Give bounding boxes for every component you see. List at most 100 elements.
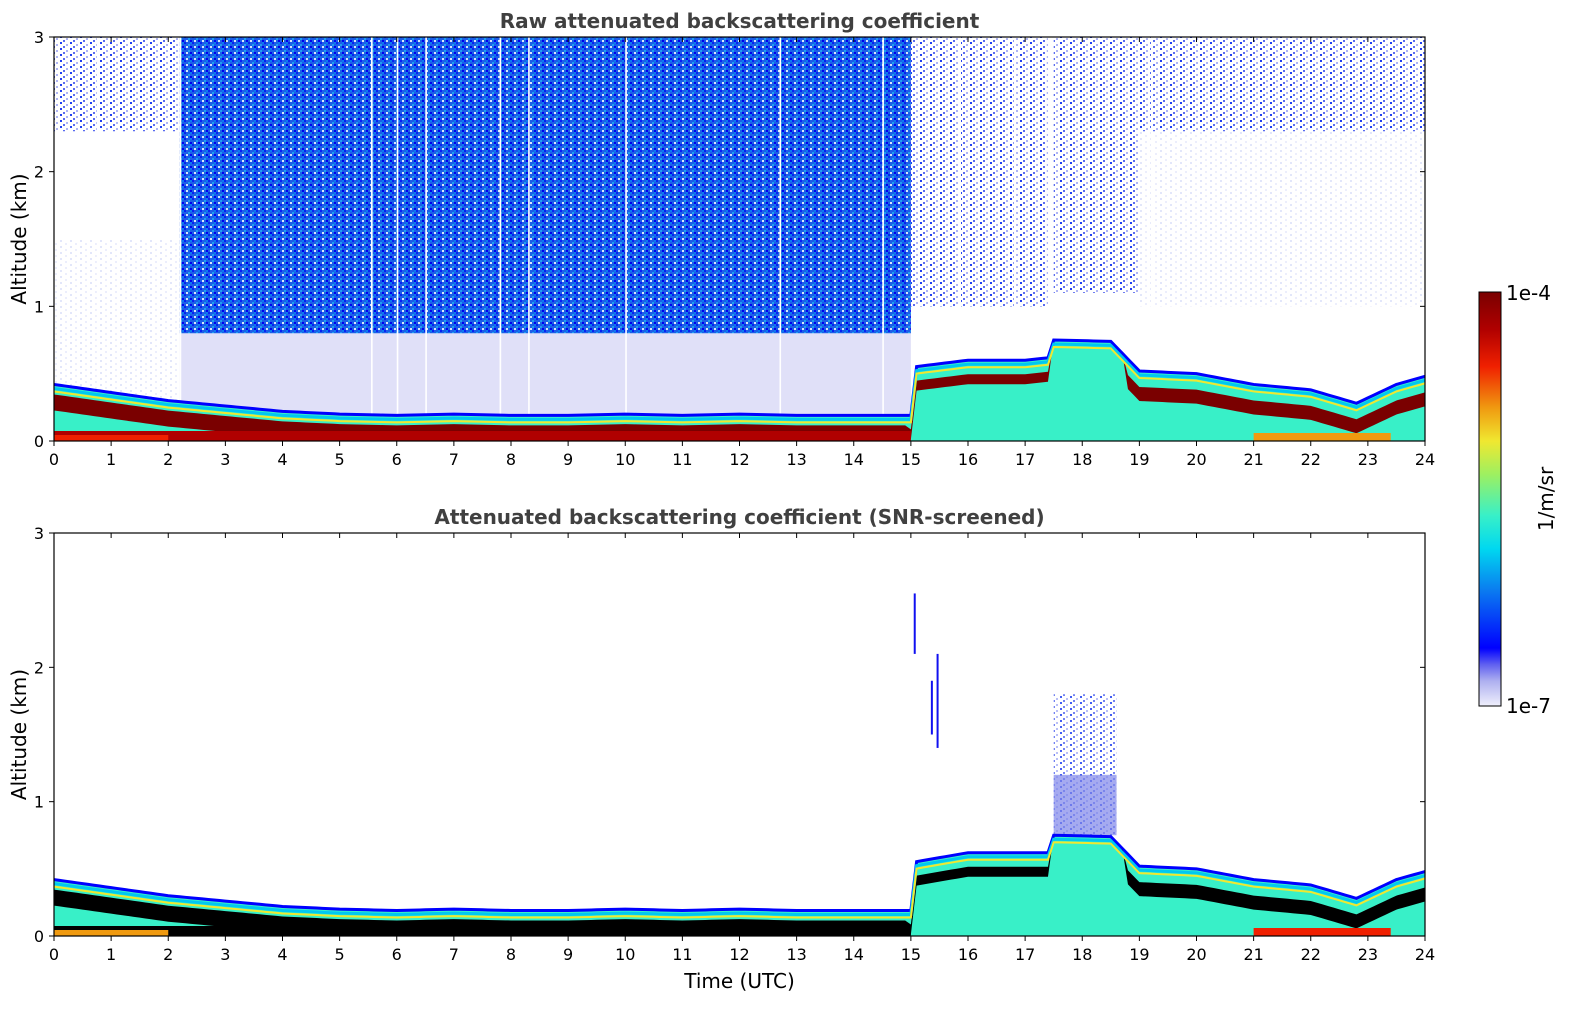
x-tick-label: 14	[844, 450, 864, 469]
x-tick-label: 7	[449, 945, 459, 964]
x-tick-label: 16	[958, 945, 978, 964]
residual-cloud-base	[1053, 774, 1117, 836]
near-surface-layer	[54, 431, 911, 441]
data-gap	[1045, 37, 1047, 441]
raw-backscatter-panel: Raw attenuated backscattering coefficien…	[7, 9, 1435, 469]
x-tick-label: 11	[672, 945, 692, 964]
x-tick-label: 1	[106, 945, 116, 964]
x-tick-label: 6	[392, 945, 402, 964]
data-gap	[425, 37, 427, 441]
residual-speckle	[913, 593, 916, 654]
x-tick-label: 8	[506, 945, 516, 964]
sparse-noise	[1139, 37, 1425, 132]
x-tick-label: 9	[563, 945, 573, 964]
x-tick-label: 19	[1129, 945, 1149, 964]
data-gap	[179, 37, 182, 441]
x-tick-label: 6	[392, 450, 402, 469]
colorbar-min-label: 1e-7	[1506, 694, 1551, 718]
layer-top-edge	[54, 338, 1425, 417]
x-tick-label: 20	[1186, 450, 1206, 469]
x-tick-label: 17	[1015, 945, 1035, 964]
x-tick-label: 22	[1301, 945, 1321, 964]
x-tick-label: 16	[958, 450, 978, 469]
y-tick-label: 0	[34, 927, 44, 946]
x-tick-label: 24	[1415, 450, 1435, 469]
y-axis-label: Altitude (km)	[7, 669, 31, 800]
y-axis-ticks: 0 1 2 3	[34, 524, 1425, 946]
data-gap	[1013, 37, 1016, 441]
colorbar-unit-label: 1/m/sr	[1534, 466, 1558, 531]
x-tick-label: 2	[163, 450, 173, 469]
near-surface-layer	[1253, 433, 1391, 441]
data-gap	[396, 37, 399, 441]
x-tick-label: 23	[1358, 945, 1378, 964]
sparse-noise	[54, 37, 180, 132]
x-tick-label: 11	[672, 450, 692, 469]
x-tick-label: 24	[1415, 945, 1435, 964]
noise-region	[910, 37, 1048, 307]
x-tick-label: 23	[1358, 450, 1378, 469]
x-axis-ticks: 0 1 2 3 4 5 6 7 8 9 10 11 12 13 14 15 16 17 18 19 20 21 22 23 24	[49, 533, 1435, 964]
data-gap	[625, 37, 627, 441]
x-tick-label: 3	[220, 945, 230, 964]
x-tick-label: 4	[277, 945, 287, 964]
near-surface-layer	[54, 930, 169, 936]
x-tick-label: 19	[1129, 450, 1149, 469]
x-tick-label: 15	[901, 945, 921, 964]
x-tick-label: 21	[1243, 450, 1263, 469]
layer-top-edge	[54, 833, 1425, 912]
x-tick-label: 0	[49, 945, 59, 964]
x-tick-label: 14	[844, 945, 864, 964]
x-tick-label: 20	[1186, 945, 1206, 964]
noise-region	[1053, 37, 1140, 293]
x-tick-label: 10	[615, 945, 635, 964]
y-tick-label: 2	[34, 658, 44, 677]
layer-gradient	[54, 345, 1425, 424]
y-tick-label: 0	[34, 432, 44, 451]
near-surface-layer	[54, 926, 911, 936]
y-tick-label: 2	[34, 163, 44, 182]
colorbar: 1e-4 1e-7 1/m/sr	[1478, 281, 1558, 718]
near-surface-layer	[1253, 928, 1391, 936]
colorbar-gradient	[1478, 291, 1502, 707]
y-tick-label: 3	[34, 28, 44, 47]
near-surface-layer	[54, 435, 169, 441]
x-tick-label: 2	[163, 945, 173, 964]
x-tick-label: 0	[49, 450, 59, 469]
colorbar-max-label: 1e-4	[1506, 281, 1551, 305]
data-gap	[1150, 37, 1153, 441]
layer-gradient	[54, 837, 1425, 916]
x-tick-label: 18	[1072, 450, 1092, 469]
raw-heatmap	[54, 37, 1425, 441]
x-tick-label: 12	[729, 945, 749, 964]
x-tick-label: 13	[786, 450, 806, 469]
snr-screened-panel: Attenuated backscattering coefficient (S…	[7, 505, 1435, 993]
x-tick-label: 10	[615, 450, 635, 469]
strong-backscatter-band	[54, 340, 1425, 441]
x-tick-label: 18	[1072, 945, 1092, 964]
data-gap	[528, 37, 530, 441]
x-tick-label: 9	[563, 450, 573, 469]
panel-title: Attenuated backscattering coefficient (S…	[434, 505, 1044, 529]
haze-region	[179, 333, 911, 421]
data-gap	[779, 37, 782, 441]
data-gap	[1127, 37, 1130, 441]
y-axis-label: Altitude (km)	[7, 173, 31, 304]
layer-gradient	[54, 841, 1425, 919]
y-tick-label: 1	[34, 793, 44, 812]
residual-speckle	[930, 680, 933, 735]
y-axis-ticks: 0 1 2 3	[34, 28, 1425, 451]
layer-gradient	[54, 342, 1425, 421]
x-tick-label: 7	[449, 450, 459, 469]
panel-title: Raw attenuated backscattering coefficien…	[500, 9, 980, 33]
x-tick-label: 21	[1243, 945, 1263, 964]
x-tick-label: 17	[1015, 450, 1035, 469]
x-tick-label: 8	[506, 450, 516, 469]
x-axis-ticks: 0 1 2 3 4 5 6 7 8 9 10 11 12 13 14 15 16 17 18 19 20 21 22 23 24	[49, 37, 1435, 469]
x-tick-label: 22	[1301, 450, 1321, 469]
x-tick-label: 4	[277, 450, 287, 469]
x-tick-label: 5	[335, 945, 345, 964]
x-tick-label: 13	[786, 945, 806, 964]
data-gap	[959, 37, 962, 441]
